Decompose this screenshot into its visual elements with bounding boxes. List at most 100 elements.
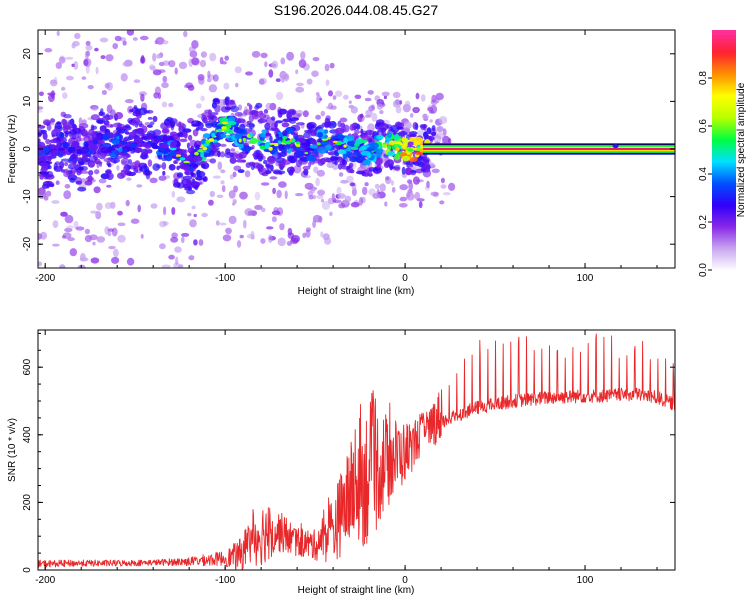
spectrogram-peak: [396, 147, 400, 151]
spectrogram-blob: [223, 234, 232, 241]
spectrogram-blob: [67, 225, 74, 229]
spectrogram-blob: [168, 255, 175, 260]
spectrogram-blob: [162, 40, 168, 44]
spectrogram-blob: [271, 60, 278, 68]
spectrogram-blob: [369, 167, 375, 172]
spectrogram-blob: [351, 106, 358, 113]
spectrogram-blob: [296, 122, 305, 125]
spectrogram-blob: [214, 105, 220, 113]
spectrogram-blob: [439, 116, 447, 124]
spectrogram-blob: [342, 158, 345, 165]
spectrogram-ridge-blob: [188, 155, 193, 160]
spectrogram-blob: [117, 172, 125, 179]
spectrogram-blob: [64, 162, 68, 166]
spectrogram-peak: [401, 145, 406, 148]
spectrogram-ridge-blob: [362, 160, 370, 166]
spectrogram-blob: [161, 82, 169, 88]
spectrogram-blob: [209, 53, 216, 62]
spectrogram-blob: [187, 213, 192, 217]
spectrogram-ridge-blob: [332, 136, 338, 139]
spectrogram-blob: [255, 103, 262, 109]
spectrogram-blob: [399, 184, 408, 190]
spectrogram-blob: [59, 161, 64, 169]
spectrogram-ridge-blob: [119, 153, 129, 156]
spectrogram-blob: [73, 61, 78, 70]
spectrogram-blob: [172, 191, 176, 198]
spectrogram-ridge-blob: [361, 151, 371, 156]
spectrogram-blob: [261, 182, 270, 185]
spectrogram-ridge-blob: [151, 142, 157, 148]
spectrogram-ridge-blob: [311, 139, 317, 145]
spectrogram-blob: [43, 120, 51, 125]
y-tick-label: -10: [22, 189, 33, 204]
spectrogram-blob: [235, 66, 242, 73]
spectrogram-blob: [233, 199, 237, 204]
spectrogram-blob: [168, 60, 175, 67]
y-tick-label: 20: [22, 48, 33, 60]
spectrogram-blob: [159, 243, 166, 249]
spectrogram-blob: [305, 229, 310, 237]
spectrogram-blob: [340, 123, 345, 128]
spectrogram-blob: [188, 85, 195, 91]
spectrogram-blob: [53, 220, 59, 228]
spectrogram-blob: [148, 159, 152, 167]
spectrogram-blob: [340, 180, 349, 184]
colorbar: 0.0 0.2 0.4 0.6 0.8 Normalized spectral ampl…: [698, 30, 747, 277]
spectrogram-ridge-blob: [89, 140, 93, 146]
spectrogram-blob: [179, 139, 187, 143]
spectrogram-ridge-blob: [103, 134, 111, 141]
spectrogram-ridge-blob: [206, 134, 210, 138]
spectrogram-blob: [201, 51, 207, 58]
spectrogram-blob: [245, 170, 251, 177]
colorbar-label: Normalized spectral amplitude: [736, 82, 747, 217]
spectrogram-blob: [317, 170, 325, 177]
spectrogram-blob: [419, 201, 423, 208]
spectrogram-blob: [105, 83, 110, 89]
spectrogram-blob: [88, 85, 94, 89]
spectrogram-blob: [62, 92, 67, 99]
spectrogram-blob: [295, 193, 303, 196]
spectrogram-ridge-blob: [228, 130, 234, 135]
spectrogram-blob: [320, 231, 323, 237]
spectrogram-blob: [335, 91, 342, 97]
spectrogram-blob: [162, 102, 168, 108]
spectrogram-blob: [322, 159, 329, 163]
spectrogram-blob: [140, 36, 149, 40]
spectrogram-blob: [385, 161, 389, 167]
spectrogram-ridge-blob: [321, 141, 330, 144]
spectrogram-blob: [278, 109, 288, 115]
spectrogram-blob: [95, 161, 102, 164]
spectrogram-blob: [270, 176, 278, 179]
spectrogram-blob: [217, 195, 224, 198]
spectrogram-blob: [333, 95, 337, 100]
colorbar-gradient: [712, 30, 736, 271]
spectrogram-blob: [351, 202, 360, 208]
spectrogram-ridge-blob: [295, 150, 304, 156]
spectrogram-blob: [181, 233, 189, 237]
spectrogram-blob: [91, 125, 95, 131]
spectrogram-blob: [436, 126, 443, 132]
spectrogram-blob: [194, 214, 197, 217]
spectrogram-blob: [278, 181, 287, 188]
spectrogram-blob: [66, 76, 74, 81]
spectrogram-blob: [175, 257, 178, 265]
spectrogram-ridge-blob: [101, 147, 110, 153]
spectrogram-ridge-blob: [68, 147, 76, 153]
spectrogram-blob: [141, 234, 144, 239]
x-tick-label: -200: [35, 273, 55, 284]
spectrogram-blob: [406, 164, 413, 168]
spectrogram-blob: [139, 108, 147, 116]
spectrogram-peak: [243, 138, 247, 142]
spectrogram-blob: [255, 192, 261, 201]
spectrogram-blob: [108, 232, 112, 237]
spectrogram-blob: [350, 182, 356, 186]
spectrogram-blob: [422, 168, 426, 172]
spectrogram-blob: [338, 193, 346, 199]
spectrogram-blob: [91, 114, 100, 120]
spectrogram-blob: [213, 98, 220, 102]
spectrogram-blob: [56, 121, 61, 124]
spectrogram-blob: [191, 120, 200, 126]
spectrogram-blob: [152, 163, 160, 171]
spectrogram-blob: [272, 211, 281, 216]
spectrogram-ridge-blob: [134, 129, 142, 132]
